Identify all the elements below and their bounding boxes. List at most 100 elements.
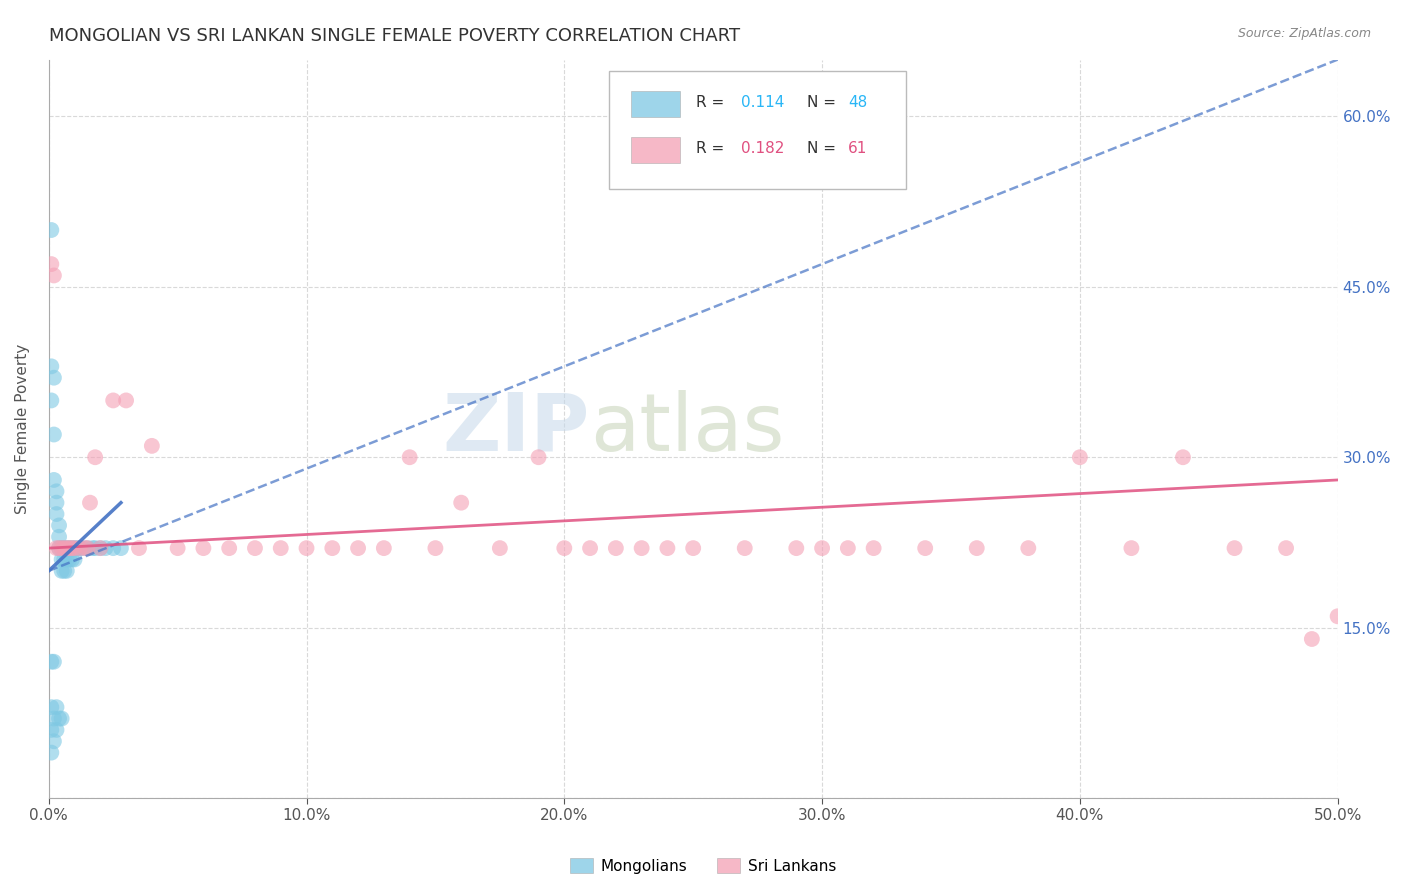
Point — [657, 541, 679, 555]
Point — [56, 552, 79, 566]
Point — [42, 370, 65, 384]
Point — [1223, 541, 1246, 555]
Legend: Mongolians, Sri Lankans: Mongolians, Sri Lankans — [564, 852, 842, 880]
Point — [103, 541, 125, 555]
Text: R =: R = — [696, 95, 728, 110]
Text: atlas: atlas — [591, 390, 785, 467]
Point — [63, 552, 86, 566]
Point — [1121, 541, 1143, 555]
Point — [53, 541, 76, 555]
Point — [41, 359, 63, 374]
Point — [41, 223, 63, 237]
Point — [914, 541, 936, 555]
Point — [51, 541, 73, 555]
Point — [94, 541, 117, 555]
Point — [53, 564, 76, 578]
Point — [579, 541, 602, 555]
Point — [811, 541, 834, 555]
Point — [60, 541, 83, 555]
FancyBboxPatch shape — [631, 91, 681, 117]
Point — [45, 541, 67, 555]
Point — [48, 712, 70, 726]
Point — [734, 541, 756, 555]
Text: 0.182: 0.182 — [741, 141, 785, 156]
Point — [56, 541, 79, 555]
Point — [42, 473, 65, 487]
Text: MONGOLIAN VS SRI LANKAN SINGLE FEMALE POVERTY CORRELATION CHART: MONGOLIAN VS SRI LANKAN SINGLE FEMALE PO… — [49, 27, 741, 45]
Point — [45, 507, 67, 521]
Point — [48, 541, 70, 555]
Point — [1069, 450, 1091, 465]
Point — [60, 552, 83, 566]
Point — [347, 541, 370, 555]
Point — [605, 541, 627, 555]
Point — [48, 541, 70, 555]
Point — [58, 541, 80, 555]
Point — [53, 552, 76, 566]
Point — [66, 541, 89, 555]
FancyBboxPatch shape — [631, 137, 681, 163]
Point — [69, 541, 91, 555]
Point — [51, 564, 73, 578]
Point — [1326, 609, 1348, 624]
Text: N =: N = — [807, 95, 841, 110]
Point — [1301, 632, 1323, 646]
Point — [243, 541, 266, 555]
Point — [58, 552, 80, 566]
Point — [1275, 541, 1298, 555]
Point — [76, 541, 98, 555]
Point — [73, 541, 96, 555]
Point — [63, 541, 86, 555]
Point — [1017, 541, 1039, 555]
Point — [398, 450, 420, 465]
Point — [51, 712, 73, 726]
Point — [1403, 632, 1406, 646]
Point — [63, 541, 86, 555]
Point — [41, 746, 63, 760]
Point — [51, 552, 73, 566]
Point — [110, 541, 132, 555]
Point — [45, 723, 67, 737]
Point — [79, 496, 101, 510]
Point — [51, 541, 73, 555]
Point — [1171, 450, 1194, 465]
Point — [166, 541, 188, 555]
Text: R =: R = — [696, 141, 728, 156]
Point — [862, 541, 884, 555]
Point — [72, 541, 94, 555]
Point — [53, 541, 76, 555]
Point — [41, 257, 63, 271]
Point — [41, 700, 63, 714]
Point — [527, 450, 550, 465]
Point — [837, 541, 859, 555]
Point — [56, 564, 79, 578]
Point — [966, 541, 988, 555]
Point — [373, 541, 395, 555]
Point — [84, 541, 107, 555]
Y-axis label: Single Female Poverty: Single Female Poverty — [15, 343, 30, 514]
Text: 61: 61 — [848, 141, 868, 156]
Point — [103, 393, 125, 408]
Point — [682, 541, 704, 555]
Point — [425, 541, 447, 555]
Point — [115, 393, 138, 408]
Text: ZIP: ZIP — [443, 390, 591, 467]
FancyBboxPatch shape — [609, 70, 905, 189]
Point — [76, 541, 98, 555]
Point — [42, 655, 65, 669]
Point — [45, 700, 67, 714]
Point — [60, 541, 83, 555]
Point — [41, 723, 63, 737]
Point — [89, 541, 111, 555]
Point — [45, 496, 67, 510]
Text: 0.114: 0.114 — [741, 95, 785, 110]
Text: 48: 48 — [848, 95, 868, 110]
Point — [630, 541, 652, 555]
Point — [41, 655, 63, 669]
Point — [42, 712, 65, 726]
Point — [193, 541, 215, 555]
Point — [82, 541, 104, 555]
Point — [42, 268, 65, 283]
Point — [58, 541, 80, 555]
Point — [89, 541, 111, 555]
